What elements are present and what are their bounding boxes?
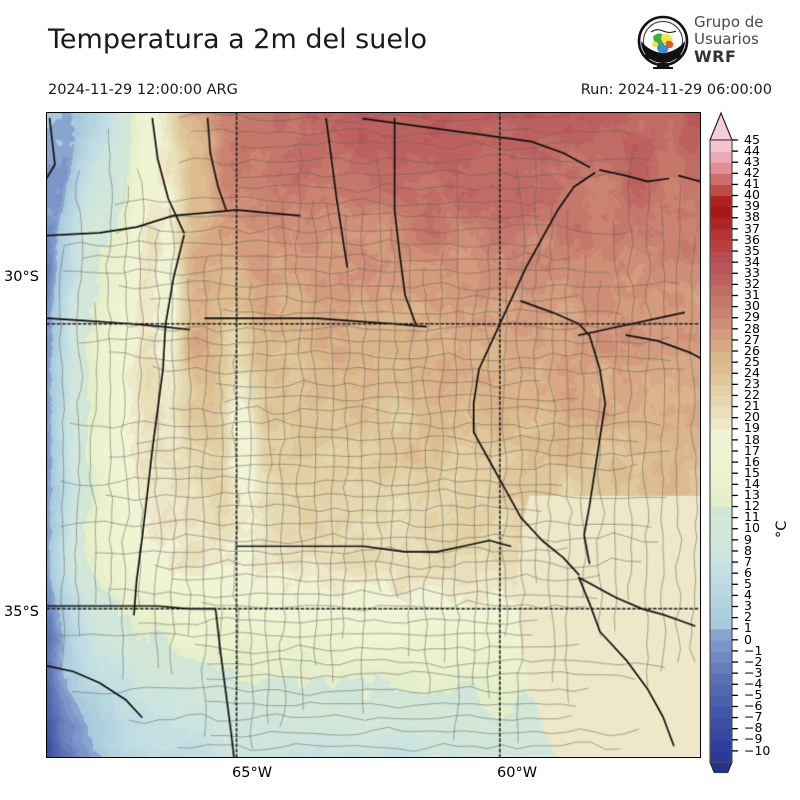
- lat-tick-35s: 35°S: [4, 604, 39, 620]
- colorbar-tick: 6: [744, 564, 752, 580]
- colorbar-tick: 23: [744, 376, 760, 392]
- colorbar-tick: −7: [744, 709, 763, 725]
- run-time-label: Run: 2024-11-29 06:00:00: [580, 82, 772, 98]
- lat-tick-30s: 30°S: [4, 269, 39, 285]
- colorbar-tick: 1: [744, 620, 752, 636]
- colorbar-tick: 31: [744, 287, 760, 303]
- colorbar-tick: 14: [744, 476, 760, 492]
- colorbar-tick: −6: [744, 698, 763, 714]
- colorbar-unit-label: °C: [774, 520, 790, 538]
- colorbar-tick: 25: [744, 353, 760, 369]
- colorbar-tick: −9: [744, 731, 763, 747]
- colorbar-tick: 8: [744, 542, 752, 558]
- logo-line-1: Grupo de: [694, 13, 764, 31]
- colorbar-tick: 18: [744, 431, 760, 447]
- colorbar-tick: 33: [744, 264, 760, 280]
- colorbar-tick: 17: [744, 442, 760, 458]
- page-title: Temperatura a 2m del suelo: [48, 24, 427, 55]
- colorbar-tick: −1: [744, 642, 763, 658]
- colorbar-tick: 37: [744, 220, 760, 236]
- colorbar-tick: 19: [744, 420, 760, 436]
- colorbar-tick: 40: [744, 187, 760, 203]
- colorbar-tick: −10: [744, 742, 771, 758]
- colorbar-tick: 39: [744, 198, 760, 214]
- colorbar-tick: 21: [744, 398, 760, 414]
- colorbar-tick: −5: [744, 687, 763, 703]
- colorbar-tick: 29: [744, 309, 760, 325]
- colorbar-tick: 12: [744, 498, 760, 514]
- colorbar-tick: 45: [744, 131, 760, 147]
- colorbar-tick: 3: [744, 598, 752, 614]
- colorbar[interactable]: 45 44 43 42 41 40 39 38 37 36 35 34 33 32 31 30 29 28 27 26…: [706, 108, 796, 773]
- colorbar-tick: 0: [744, 631, 752, 647]
- colorbar-tick: 35: [744, 242, 760, 258]
- colorbar-tick: 5: [744, 575, 752, 591]
- logo-text: Grupo de Usuarios WRF: [694, 13, 786, 66]
- colorbar-tick: 30: [744, 298, 760, 314]
- colorbar-tick: 28: [744, 320, 760, 336]
- colorbar-tick: 22: [744, 387, 760, 403]
- map-plot-area[interactable]: [46, 112, 701, 758]
- colorbar-tick: 32: [744, 276, 760, 292]
- colorbar-tick: 24: [744, 364, 760, 380]
- colorbar-tick: 11: [744, 509, 760, 525]
- colorbar-tick: 13: [744, 487, 760, 503]
- colorbar-tick: 7: [744, 553, 752, 569]
- globe-emblem-icon: [637, 15, 689, 69]
- colorbar-tick-labels: 45 44 43 42 41 40 39 38 37 36 35 34 33 32 31 30 29 28 27 26…: [744, 108, 784, 773]
- colorbar-tick: 15: [744, 464, 760, 480]
- colorbar-tick: 34: [744, 253, 760, 269]
- colorbar-tick: 44: [744, 142, 760, 158]
- colorbar-tick: −8: [744, 720, 763, 736]
- colorbar-swatches: [709, 111, 738, 773]
- colorbar-tick: 9: [744, 531, 752, 547]
- colorbar-tick: 26: [744, 342, 760, 358]
- colorbar-tick: 2: [744, 609, 752, 625]
- colorbar-tick: 42: [744, 165, 760, 181]
- colorbar-tick: 16: [744, 453, 760, 469]
- temperature-field-canvas: [47, 113, 700, 757]
- colorbar-tick: 36: [744, 231, 760, 247]
- colorbar-tick: 38: [744, 209, 760, 225]
- colorbar-tick: −3: [744, 664, 763, 680]
- colorbar-tick: −4: [744, 675, 763, 691]
- colorbar-tick: 41: [744, 176, 760, 192]
- valid-time-label: 2024-11-29 12:00:00 ARG: [48, 82, 238, 98]
- logo: Grupo de Usuarios WRF: [636, 14, 786, 72]
- colorbar-tick: 10: [744, 520, 760, 536]
- lon-tick-65w: 65°W: [232, 765, 273, 781]
- logo-line-3: WRF: [694, 47, 737, 66]
- colorbar-tick: −2: [744, 653, 763, 669]
- colorbar-tick: 20: [744, 409, 760, 425]
- colorbar-tick: 43: [744, 153, 760, 169]
- logo-line-2: Usuarios: [694, 30, 759, 48]
- colorbar-tick: 4: [744, 587, 752, 603]
- lon-tick-60w: 60°W: [497, 765, 538, 781]
- colorbar-tick: 27: [744, 331, 760, 347]
